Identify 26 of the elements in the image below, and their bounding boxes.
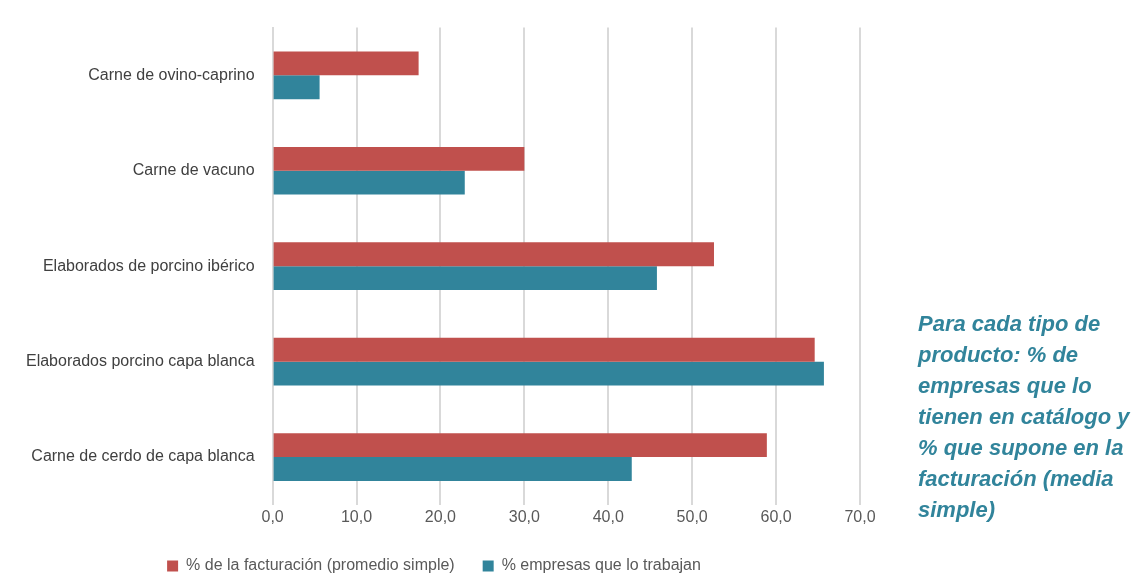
bar [273,457,632,481]
x-tick-label: 70,0 [844,507,876,525]
legend-label: % empresas que lo trabajan [501,556,701,574]
bar [273,433,767,458]
bar [273,242,714,267]
bar [273,75,320,100]
bar [273,146,525,171]
y-tick-label: Elaborados de porcino ibérico [42,256,255,274]
y-tick-label: Carne de cerdo de capa blanca [31,447,255,465]
bar [273,170,465,195]
bar [273,361,824,386]
x-tick-label: 50,0 [676,507,708,525]
x-tick-label: 60,0 [760,507,792,525]
bar [273,337,815,362]
x-tick-label: 20,0 [424,507,457,525]
text: Para cada tipo de producto: % de empresas que lo tienen en catálogo y % que supone en la facturación (media simple) [918,310,1131,524]
x-tick-label: 40,0 [592,507,624,525]
x-tick-label: 30,0 [508,507,541,525]
y-tick-label: Elaborados porcino capa blanca [25,352,255,370]
bar [273,51,419,76]
x-tick-label: 10,0 [340,507,373,525]
y-tick-label: Carne de ovino-caprino [88,65,255,83]
x-tick-label: 0,0 [261,507,284,525]
bar [273,266,657,291]
y-tick-label: Carne de vacuno [132,161,255,179]
legend-label: % de la facturación (promedio simple) [186,556,455,574]
